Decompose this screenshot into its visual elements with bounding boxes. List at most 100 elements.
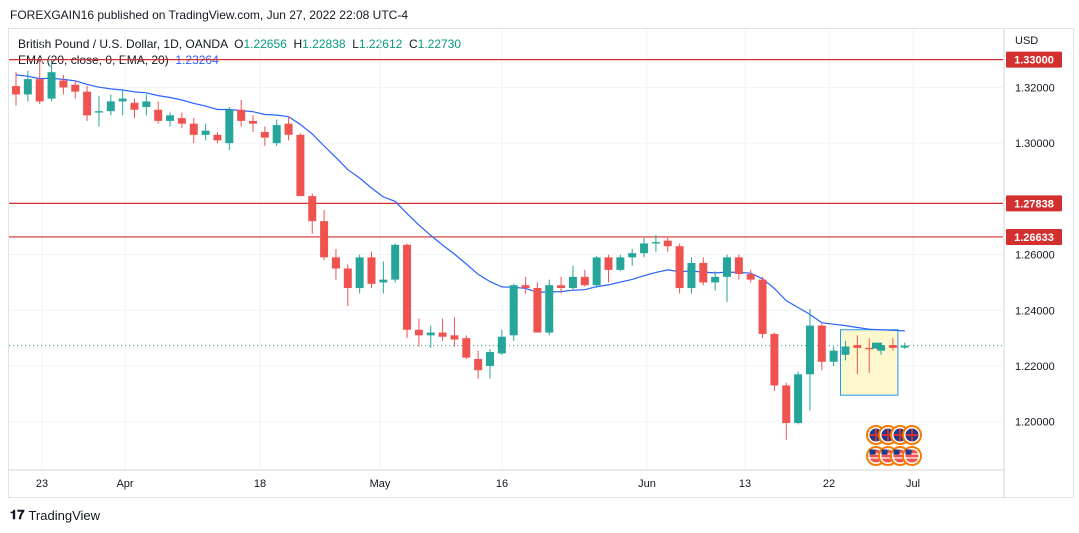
candle [568,265,577,291]
candle-body [900,345,909,348]
close-value: 1.22730 [417,37,462,51]
candle [699,257,708,286]
candle-body [249,120,257,124]
candle-body [557,285,566,288]
candle [249,115,257,133]
candle-body [497,336,506,354]
candle [758,276,767,339]
candle [628,249,637,266]
candle-body [450,335,459,340]
candle-body [213,134,222,141]
x-tick-label: 23 [36,478,48,490]
candle-body [663,240,672,247]
candle [557,276,566,294]
candle [651,235,660,252]
y-tick-label: 1.20000 [1015,417,1055,429]
candle-body [189,123,198,135]
last-price-marker [872,342,882,349]
y-tick-label: 1.24000 [1015,305,1055,317]
candle [391,243,400,283]
candle [403,243,412,339]
candle-body [628,253,637,258]
candle-body [260,132,269,138]
candle [343,264,352,307]
us-event-icon [902,446,922,466]
candle-body [580,276,589,286]
candle-body [651,242,660,244]
candle [94,95,103,127]
candle [35,59,44,105]
level-price-label: 1.26633 [1014,232,1054,244]
candle-body [746,274,755,280]
x-tick-label: 13 [739,478,751,490]
candle [723,254,731,302]
candle [829,346,838,366]
candle-body [805,325,814,375]
candle-body [438,332,447,337]
candle [509,283,518,341]
candle [414,318,423,347]
chart-frame[interactable] [8,28,1074,498]
candle [604,254,613,283]
candle-body [723,257,731,277]
candle [438,318,447,341]
candle-body [817,325,826,362]
candle-body [474,359,483,371]
x-tick-label: 18 [254,478,266,490]
event-icon-canton [881,449,888,455]
candle [213,132,222,144]
candle [154,101,163,124]
candle-body [545,285,554,333]
candle [426,325,435,348]
candle-body [130,102,139,110]
candle-body [604,257,613,270]
candle [12,72,20,106]
candle-body [521,285,530,288]
candle [296,133,305,197]
uk-event-icon [902,425,922,445]
candle [616,254,625,272]
candle [805,308,814,411]
candle-body [853,345,862,348]
candle [331,249,340,280]
candle [640,237,649,258]
legend-symbol-row: British Pound / U.S. Dollar, 1D, OANDA O… [18,37,461,51]
candle-body [284,123,293,135]
candle [545,279,554,336]
candle [367,251,376,288]
y-tick-label: 1.32000 [1015,82,1055,94]
candle-body [106,101,115,112]
candle [355,254,364,294]
candle [711,271,720,291]
candle-body [379,279,388,283]
x-tick-label: Apr [116,478,133,490]
candle [83,86,92,121]
y-tick-label: 1.22000 [1015,361,1055,373]
candle-body [841,346,850,355]
x-tick-label: Jun [638,478,656,490]
candle-body [462,338,471,358]
candle [142,94,151,116]
low-label: L [352,37,359,51]
candle-body [403,244,412,330]
candle-body [94,111,103,113]
candle [746,269,755,283]
open-label: O [234,37,244,51]
candle [201,123,210,141]
candle-body [734,257,743,275]
candle [521,276,530,294]
candle-body [592,257,601,286]
candle [663,236,672,252]
candle-body [308,196,317,222]
candle-body [177,118,186,124]
candle-body [166,115,175,121]
candle-body [829,350,838,362]
candle [817,324,826,371]
level-price-label: 1.27838 [1014,198,1054,210]
candle-body [154,109,163,121]
y-tick-label: 1.30000 [1015,138,1055,150]
currency-label: USD [1015,35,1038,47]
candle-body [711,276,720,283]
footer-branding[interactable]: 𝟏𝟕 TradingView [10,507,100,523]
